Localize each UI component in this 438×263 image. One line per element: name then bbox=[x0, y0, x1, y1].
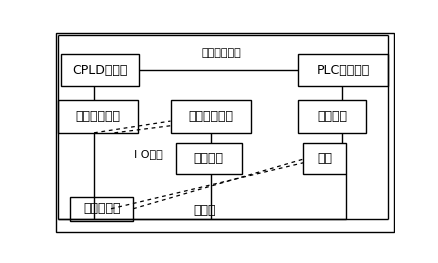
Text: 液压机构: 液压机构 bbox=[194, 152, 223, 165]
Text: PLC主控制器: PLC主控制器 bbox=[316, 64, 369, 77]
Text: CPLD主电路: CPLD主电路 bbox=[72, 64, 127, 77]
Text: 印钔机: 印钔机 bbox=[193, 204, 215, 217]
Bar bbox=[170, 100, 250, 133]
Bar bbox=[297, 100, 365, 133]
Bar bbox=[175, 143, 241, 174]
Text: 隔离电路: 隔离电路 bbox=[316, 110, 346, 123]
Bar bbox=[297, 54, 387, 86]
Bar bbox=[70, 197, 133, 221]
Bar bbox=[61, 54, 139, 86]
Text: 反馈执行信号: 反馈执行信号 bbox=[201, 48, 241, 58]
Text: I O信号: I O信号 bbox=[134, 149, 162, 159]
Text: 接口: 接口 bbox=[316, 152, 331, 165]
Bar bbox=[303, 143, 345, 174]
Text: 离合压中磁阀: 离合压中磁阀 bbox=[187, 110, 233, 123]
Text: 光电隔离电路: 光电隔离电路 bbox=[75, 110, 120, 123]
Text: 速转编码器: 速转编码器 bbox=[83, 202, 120, 215]
Bar bbox=[57, 100, 137, 133]
